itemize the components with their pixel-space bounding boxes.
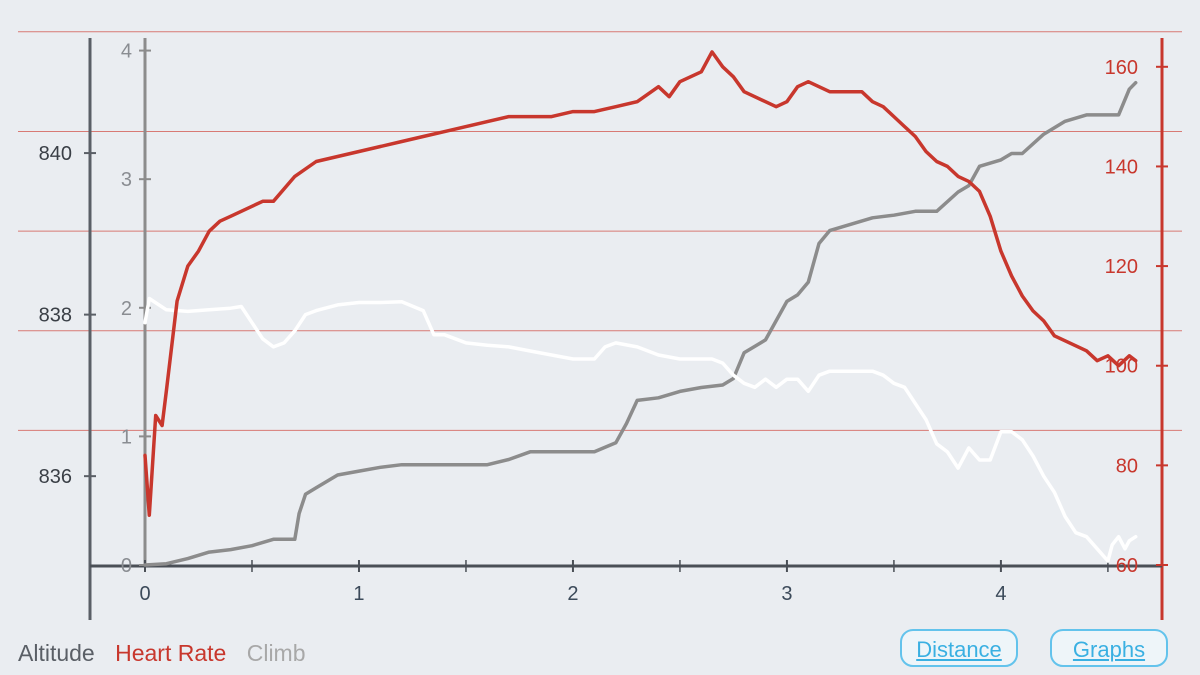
- altitude-line: [143, 296, 1138, 563]
- heart-rate-tick-label: 140: [1105, 156, 1138, 178]
- x-tick-label: 4: [995, 583, 1006, 605]
- altitude-tick-label: 836: [39, 466, 72, 488]
- chart-area: 0 1 2 3 4 836 838 840 0 1 2 3 4 60 80 100 120 140 160: [18, 31, 1182, 620]
- climb-tick-label: 2: [121, 298, 132, 320]
- series-lines: [143, 50, 1138, 567]
- axes: [84, 38, 1168, 620]
- x-tick-label: 3: [781, 583, 792, 605]
- heart-rate-tick-label: 100: [1105, 356, 1138, 378]
- heart-rate-tick-label: 120: [1105, 256, 1138, 278]
- legend-climb: Climb: [246, 640, 306, 666]
- x-tick-label: 0: [139, 583, 150, 605]
- altitude-tick-label: 840: [39, 143, 72, 165]
- legend-heart-rate: Heart Rate: [115, 640, 227, 666]
- altitude-tick-label: 838: [39, 305, 72, 327]
- heart-rate-tick-label: 160: [1105, 57, 1138, 79]
- climb-tick-label: 0: [121, 555, 132, 577]
- tick-labels: 0 1 2 3 4 836 838 840 0 1 2 3 4 60 80 100 120 140 160: [39, 41, 1138, 605]
- climb-line: [143, 80, 1138, 567]
- heart-rate-tick-label: 80: [1116, 455, 1138, 477]
- legend: Altitude Heart Rate Climb: [18, 640, 320, 667]
- climb-tick-label: 1: [121, 426, 132, 448]
- x-tick-label: 1: [353, 583, 364, 605]
- x-tick-label: 2: [567, 583, 578, 605]
- heart-rate-line: [143, 50, 1138, 517]
- climb-tick-label: 4: [121, 41, 132, 63]
- distance-button[interactable]: Distance: [900, 629, 1018, 667]
- grid-lines: [18, 31, 1182, 431]
- heart-rate-tick-label: 60: [1116, 555, 1138, 577]
- legend-altitude: Altitude: [18, 640, 95, 666]
- climb-tick-label: 3: [121, 169, 132, 191]
- graphs-button[interactable]: Graphs: [1050, 629, 1168, 667]
